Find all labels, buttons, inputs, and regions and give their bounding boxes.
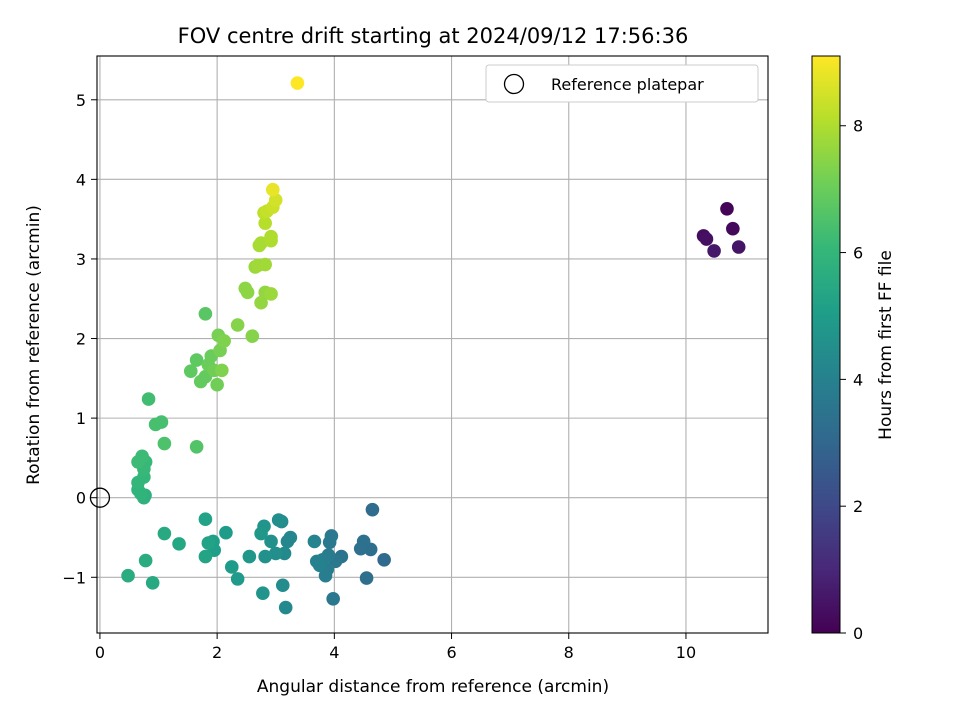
colorbar-tick-label: 2 <box>853 497 863 516</box>
colorbar-frame <box>811 55 841 634</box>
data-point <box>365 502 380 517</box>
colorbar-gradient <box>812 56 840 633</box>
x-tick-label: 10 <box>676 643 696 662</box>
data-point <box>254 295 268 310</box>
colorbar-label: Hours from first FF file <box>876 250 896 440</box>
y-tick-label: 5 <box>76 91 86 110</box>
data-point <box>280 534 295 549</box>
colorbar-tick-label: 4 <box>853 370 863 389</box>
data-point <box>258 216 272 230</box>
data-point <box>131 455 145 469</box>
y-tick-label: 1 <box>76 409 86 428</box>
colorbar-tick-label: 0 <box>853 624 863 643</box>
scatter-points <box>89 76 746 615</box>
data-point <box>278 600 293 615</box>
data-point <box>322 535 337 550</box>
data-point <box>240 285 255 300</box>
data-point <box>264 534 278 549</box>
data-point <box>198 307 213 321</box>
data-point <box>377 552 391 567</box>
data-point <box>189 353 204 367</box>
data-point <box>138 553 153 568</box>
data-point <box>326 591 340 606</box>
legend-label-reference-platepar: Reference platepar <box>551 75 704 94</box>
data-point <box>290 76 305 90</box>
data-point <box>266 182 280 197</box>
axes: 0 2 4 6 8 10 −1 0 1 2 3 4 5 <box>62 55 769 662</box>
data-point <box>198 549 213 564</box>
data-point <box>318 568 333 583</box>
legend: Reference platepar <box>485 64 759 103</box>
data-point <box>157 526 172 541</box>
legend-reference-marker <box>503 73 525 95</box>
data-point <box>254 526 268 541</box>
y-tick-label: 2 <box>76 330 86 349</box>
x-axis-label: Angular distance from reference (arcmin) <box>257 677 609 697</box>
data-point <box>210 377 224 392</box>
colorbar-ticks: 0 2 4 6 8 <box>840 117 863 643</box>
data-point <box>699 232 714 246</box>
y-axis-label: Rotation from reference (arcmin) <box>24 205 44 485</box>
data-point <box>183 364 198 378</box>
data-point <box>189 439 204 454</box>
data-point <box>219 525 233 540</box>
data-point <box>275 578 290 593</box>
data-point <box>245 329 260 343</box>
data-point <box>215 363 229 378</box>
legend-box <box>485 64 759 103</box>
data-point <box>224 560 239 574</box>
x-tick-label: 6 <box>446 643 456 662</box>
reference-platepar-marker <box>89 487 111 508</box>
data-point <box>264 287 278 301</box>
x-tick-label: 0 <box>95 643 105 662</box>
data-point <box>242 549 257 564</box>
x-tick-label: 2 <box>212 643 222 662</box>
data-point <box>217 334 231 348</box>
data-point <box>145 576 160 590</box>
data-point <box>268 546 283 561</box>
x-tick-label: 4 <box>329 643 339 662</box>
y-tick-label: 3 <box>76 250 86 269</box>
data-point <box>359 571 374 585</box>
data-point <box>141 392 156 406</box>
colorbar-tick-label: 6 <box>853 244 863 263</box>
data-point <box>198 512 213 526</box>
data-point <box>154 415 169 429</box>
data-point <box>720 202 734 216</box>
data-point <box>258 257 272 272</box>
x-tick-label: 8 <box>564 643 574 662</box>
data-point <box>172 537 186 551</box>
data-point <box>264 229 278 244</box>
data-point <box>731 240 746 254</box>
data-point <box>230 572 245 586</box>
data-point <box>258 549 272 564</box>
data-point <box>157 436 172 451</box>
data-point <box>121 568 135 583</box>
data-point <box>707 244 721 258</box>
data-point <box>201 536 216 550</box>
data-point <box>726 221 740 236</box>
data-point <box>271 513 286 527</box>
data-point <box>353 541 368 556</box>
data-point <box>256 586 270 601</box>
chart-title: FOV centre drift starting at 2024/09/12 … <box>178 24 689 48</box>
data-point <box>309 554 324 569</box>
data-point <box>268 193 283 207</box>
y-tick-label: −1 <box>62 568 86 587</box>
data-point <box>307 534 322 549</box>
y-tick-label: 0 <box>76 489 86 508</box>
colorbar-tick-label: 8 <box>853 117 863 136</box>
data-point <box>230 318 245 332</box>
y-tick-label: 4 <box>76 170 86 189</box>
plot-frame <box>96 55 769 634</box>
colorbar: 0 2 4 6 8 Hours from first FF file <box>811 55 896 643</box>
